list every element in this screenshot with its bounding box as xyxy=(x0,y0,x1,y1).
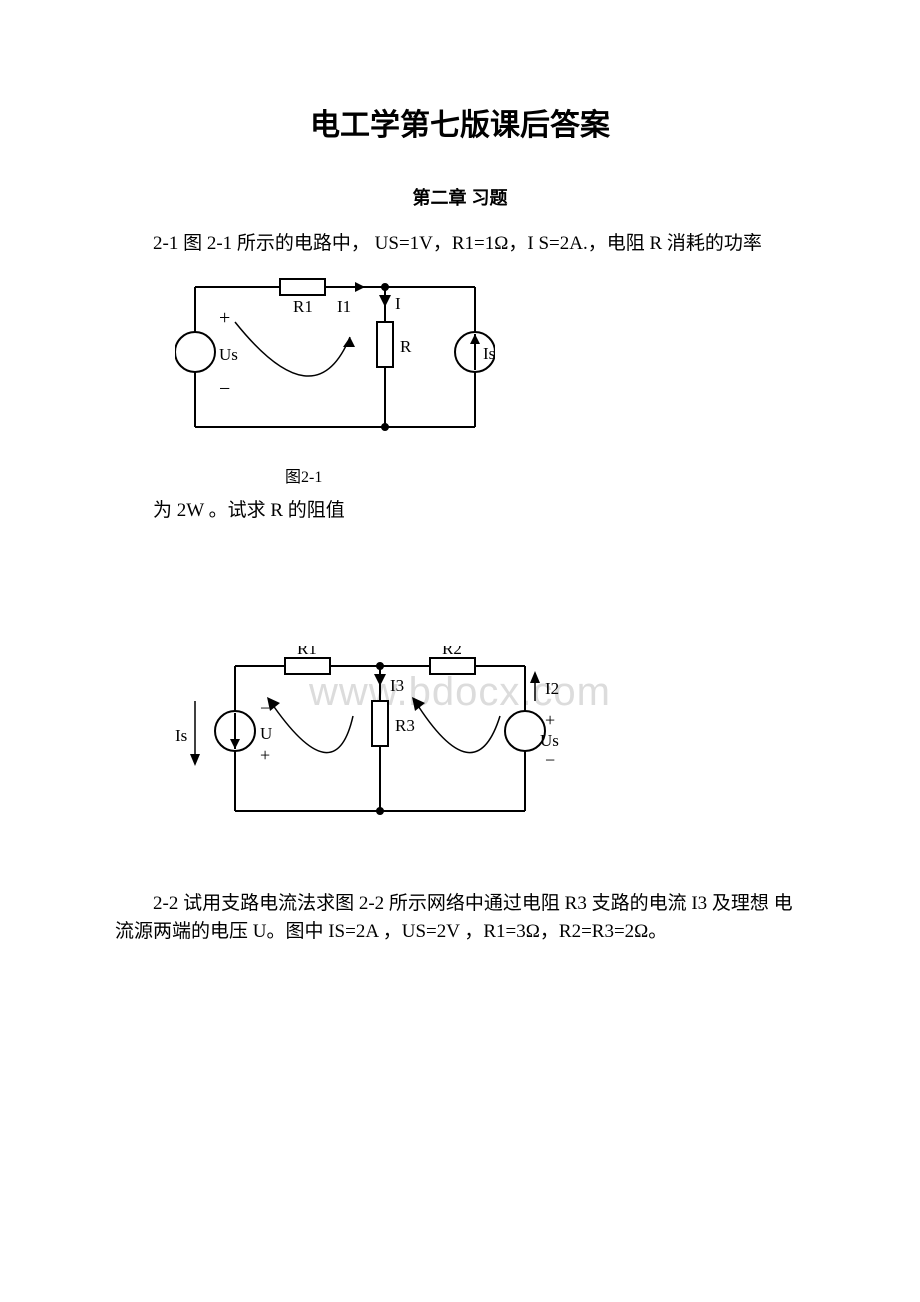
doc-title: 电工学第七版课后答案 xyxy=(115,100,805,144)
problem-2-1-text-b: 为 2W 。试求 R 的阻值 xyxy=(115,495,805,522)
label-us: Us xyxy=(219,345,238,364)
label-is: Is xyxy=(483,344,495,363)
label-us2: Us xyxy=(540,731,559,750)
label-i1: I1 xyxy=(337,297,351,316)
label-i3: I3 xyxy=(390,676,404,695)
label-u: U xyxy=(260,724,272,743)
label-plus-us2: + xyxy=(545,710,555,730)
label-minus-us2: − xyxy=(545,750,555,770)
label-minus-us: − xyxy=(219,378,230,400)
label-r3: R3 xyxy=(395,716,415,735)
label-i: I xyxy=(395,294,401,313)
figure-2-2: R1 R2 I3 I2 R3 Is − U + + Us − xyxy=(175,646,805,846)
problem-2-1-text-a: 2-1 图 2-1 所示的电路中， US=1V，R1=1Ω，I S=2A.，电阻… xyxy=(115,230,805,259)
label-is-b: Is xyxy=(175,726,187,745)
circuit-diagram-2-1-icon: R1 I1 I + Us − R Is xyxy=(175,267,495,457)
figure-2-1: R1 I1 I + Us − R Is 图2-1 xyxy=(175,267,805,487)
label-minus-u: − xyxy=(260,698,270,718)
label-r: R xyxy=(400,337,412,356)
chapter-subtitle: 第二章 习题 xyxy=(115,184,805,210)
label-r1: R1 xyxy=(293,297,313,316)
label-plus-us: + xyxy=(219,307,230,329)
label-plus-u: + xyxy=(260,745,270,765)
circuit-diagram-2-2-icon: R1 R2 I3 I2 R3 Is − U + + Us − xyxy=(175,646,575,846)
problem-2-2-text: 2-2 试用支路电流法求图 2-2 所示网络中通过电阻 R3 支路的电流 I3 … xyxy=(115,890,805,947)
figure-2-1-caption: 图2-1 xyxy=(175,463,805,487)
label-r2: R2 xyxy=(442,646,462,658)
label-i2: I2 xyxy=(545,679,559,698)
label-r1-b: R1 xyxy=(297,646,317,658)
